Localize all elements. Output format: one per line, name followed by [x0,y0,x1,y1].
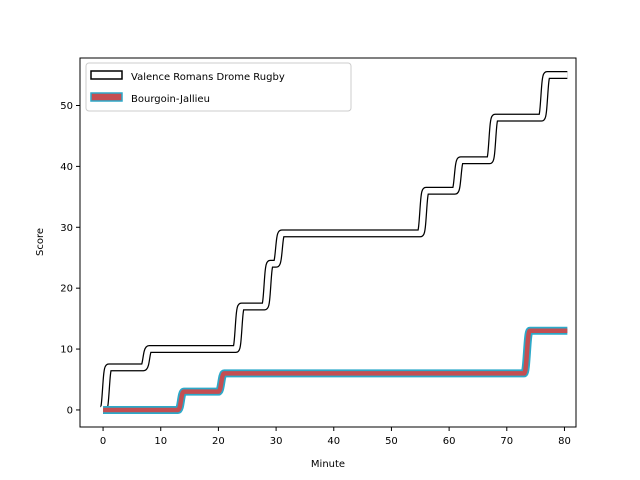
x-tick-label: 50 [385,436,398,447]
series-1-inner [103,328,568,413]
x-tick-label: 80 [558,436,571,447]
legend-swatch-valence [90,70,123,80]
y-tick-label: 40 [60,162,73,173]
x-axis-label: Minute [311,459,345,470]
legend: Valence Romans Drome Rugby Bourgoin-Jall… [85,62,352,112]
y-tick-label: 10 [60,345,73,356]
x-tick-label: 10 [154,436,167,447]
y-axis-label: Score [35,228,46,256]
series-layer [99,71,568,414]
legend-label-bourgoin: Bourgoin-Jallieu [131,94,210,105]
series-0-line [99,71,568,414]
y-tick-label: 30 [60,223,73,234]
legend-swatch-bourgoin [90,92,123,102]
x-axis: 0 10 20 30 40 50 60 70 80 [100,427,571,447]
x-tick-label: 0 [100,436,106,447]
legend-label-valence: Valence Romans Drome Rugby [131,72,285,83]
x-tick-label: 30 [270,436,283,447]
x-tick-label: 40 [327,436,340,447]
y-tick-label: 20 [60,284,73,295]
y-axis: 0 10 20 30 40 50 [60,101,80,416]
x-tick-label: 60 [443,436,456,447]
plot-frame [79,57,577,428]
series-1-line [103,326,568,414]
y-tick-label: 0 [67,405,73,416]
x-tick-label: 20 [212,436,225,447]
y-tick-label: 50 [60,101,73,112]
series-0-inner [100,72,568,413]
legend-box [85,62,352,112]
x-tick-label: 70 [500,436,513,447]
